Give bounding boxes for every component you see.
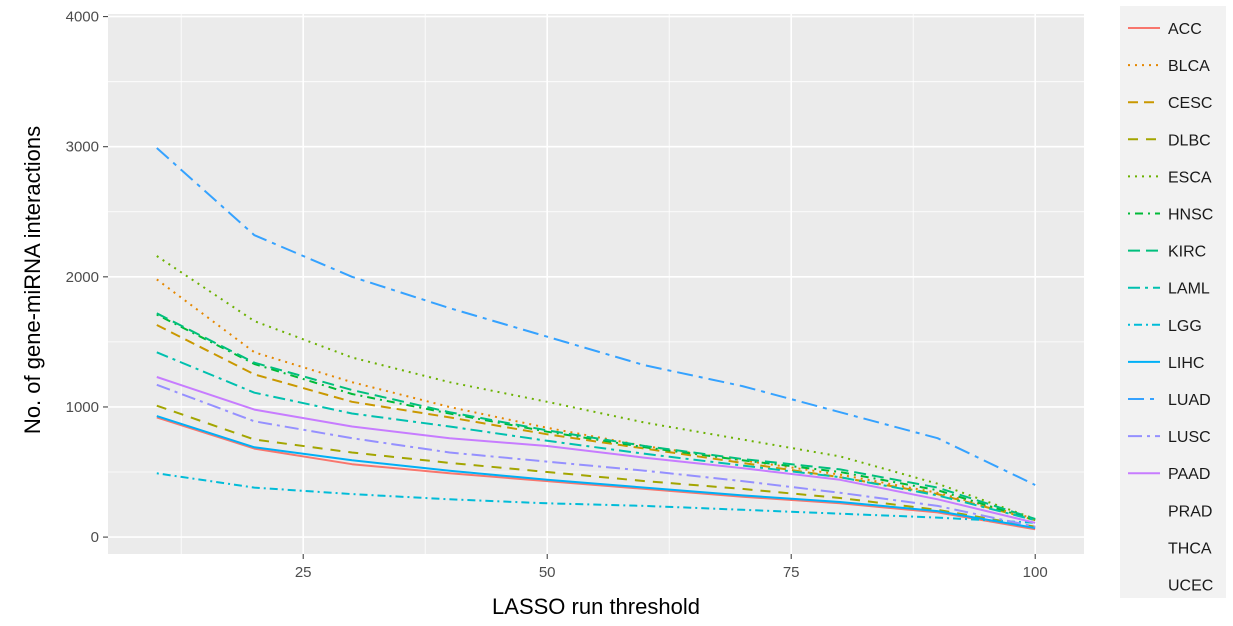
legend: ACC BLCA CESC DLBC ESCA HNSC KIRC LAML LGG LIHC LU… xyxy=(1120,6,1226,598)
legend-label-thca: THCA xyxy=(1168,540,1212,557)
y-tick-label: 3000 xyxy=(66,139,99,156)
legend-label-luad: LUAD xyxy=(1168,392,1211,409)
legend-label-lihc: LIHC xyxy=(1168,355,1204,372)
grid-lines xyxy=(108,14,1084,554)
legend-label-blca: BLCA xyxy=(1168,58,1210,75)
legend-label-esca: ESCA xyxy=(1168,169,1212,186)
series-line-acc xyxy=(156,416,1036,531)
y-tick-label: 4000 xyxy=(66,9,99,26)
series-line-kirc xyxy=(156,312,1036,520)
x-tick-label: 75 xyxy=(783,564,800,581)
series-line-hnsc xyxy=(156,313,1036,522)
series-line-blca xyxy=(156,278,1036,520)
legend-label-cesc: CESC xyxy=(1168,95,1212,112)
legend-label-prad: PRAD xyxy=(1168,503,1212,520)
y-tick-label: 0 xyxy=(91,529,99,546)
legend-label-kirc: KIRC xyxy=(1168,244,1206,261)
series-line-cesc xyxy=(156,324,1036,522)
legend-background xyxy=(1120,6,1226,598)
legend-label-hnsc: HNSC xyxy=(1168,207,1213,224)
series-line-lihc xyxy=(156,415,1036,529)
legend-label-ucec: UCEC xyxy=(1168,578,1213,595)
x-tick-label: 100 xyxy=(1023,564,1048,581)
y-tick-label: 2000 xyxy=(66,269,99,286)
x-axis: 25 50 75 100 xyxy=(295,554,1048,581)
series-line-laml xyxy=(156,351,1036,522)
legend-label-lusc: LUSC xyxy=(1168,429,1211,446)
y-axis: 0 1000 2000 3000 4000 xyxy=(66,9,108,546)
x-tick-label: 25 xyxy=(295,564,312,581)
legend-label-paad: PAAD xyxy=(1168,466,1210,483)
legend-label-laml: LAML xyxy=(1168,281,1210,298)
series-line-paad xyxy=(156,376,1036,524)
y-tick-label: 1000 xyxy=(66,399,99,416)
series-lines xyxy=(156,147,1036,531)
series-line-luad xyxy=(156,147,1036,486)
series-line-lgg xyxy=(156,472,1036,524)
y-axis-title: No. of gene-miRNA interactions xyxy=(20,126,45,434)
legend-label-dlbc: DLBC xyxy=(1168,132,1211,149)
plot-panel xyxy=(108,14,1084,554)
x-tick-label: 50 xyxy=(539,564,556,581)
series-line-esca xyxy=(156,255,1036,520)
x-axis-title: LASSO run threshold xyxy=(492,594,700,619)
legend-label-lgg: LGG xyxy=(1168,318,1202,335)
series-line-dlbc xyxy=(156,404,1036,528)
legend-label-acc: ACC xyxy=(1168,21,1202,38)
